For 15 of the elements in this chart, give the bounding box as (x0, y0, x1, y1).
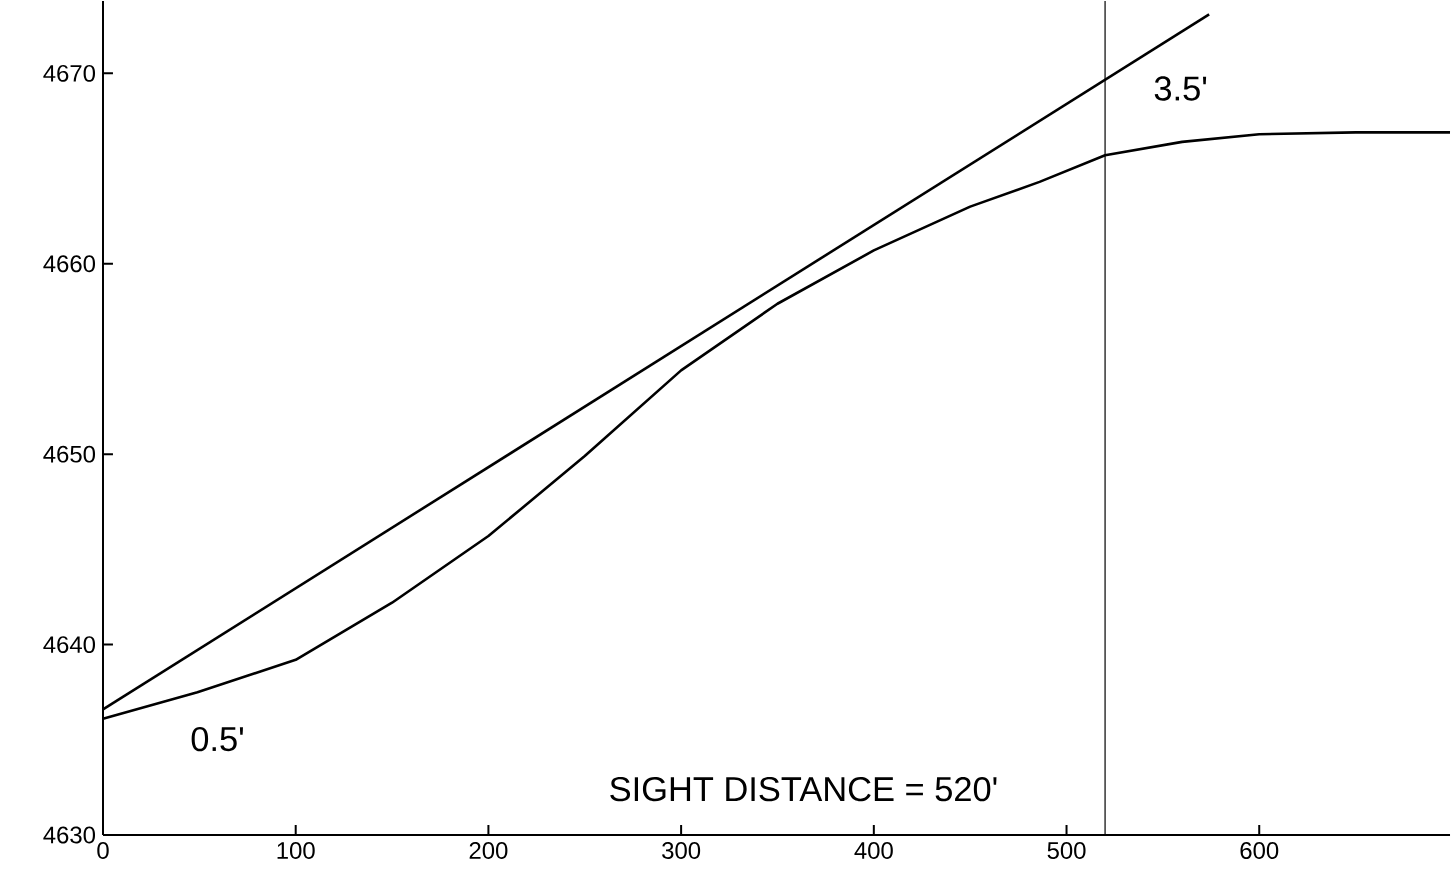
y-tick-label: 4660 (43, 255, 96, 273)
y-tick-label: 4630 (43, 826, 96, 844)
x-tick-label: 100 (277, 842, 315, 859)
annotation: 0.5' (191, 726, 243, 752)
y-tick-label: 4650 (43, 445, 96, 463)
y-tick-label: 4670 (43, 64, 96, 82)
annotation: 3.5' (1154, 76, 1207, 101)
annotation: SIGHT DISTANCE = 520' (610, 776, 997, 802)
x-tick-label: 400 (854, 842, 893, 859)
x-tick-label: 300 (662, 842, 701, 859)
x-tick-label: 0 (97, 842, 109, 859)
y-tick-label: 4640 (43, 636, 96, 654)
x-tick-label: 600 (1240, 842, 1279, 859)
x-tick-label: 200 (469, 842, 508, 859)
x-tick-label: 500 (1047, 842, 1086, 859)
